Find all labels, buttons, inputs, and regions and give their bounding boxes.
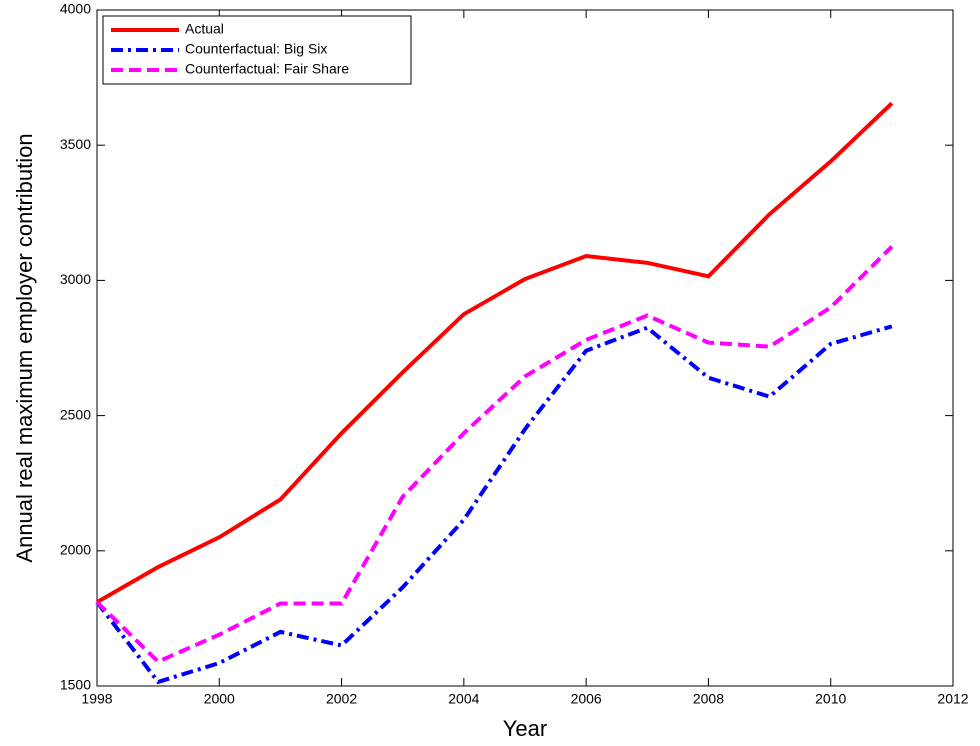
legend-label: Counterfactual: Fair Share bbox=[185, 61, 349, 77]
x-tick-label: 2010 bbox=[815, 691, 846, 707]
x-tick-label: 2002 bbox=[326, 691, 357, 707]
y-tick-label: 1500 bbox=[60, 677, 91, 693]
series-line bbox=[95, 245, 894, 665]
y-tick-label: 3500 bbox=[60, 136, 91, 152]
legend-label: Counterfactual: Big Six bbox=[185, 41, 327, 57]
legend: Actual Counterfactual: Big Six Counterfact… bbox=[102, 15, 412, 85]
x-axis-title: Year bbox=[503, 716, 547, 741]
x-tick-label: 2004 bbox=[448, 691, 479, 707]
y-tick-label: 3000 bbox=[60, 271, 91, 287]
series-line bbox=[95, 324, 893, 685]
y-tick-label: 4000 bbox=[60, 1, 91, 17]
x-tick-label: 1998 bbox=[81, 691, 112, 707]
series-line bbox=[96, 101, 894, 604]
x-tick-label: 2006 bbox=[571, 691, 602, 707]
y-tick-label: 2500 bbox=[60, 406, 91, 422]
y-tick-label: 2000 bbox=[60, 542, 91, 558]
x-tick-label: 2000 bbox=[204, 691, 235, 707]
y-axis-title: Annual real maximum employer contributio… bbox=[12, 133, 37, 562]
plot-area bbox=[96, 9, 954, 687]
x-tick-label: 2008 bbox=[693, 691, 724, 707]
x-tick-label: 2012 bbox=[937, 691, 968, 707]
legend-label: Actual bbox=[185, 21, 224, 37]
